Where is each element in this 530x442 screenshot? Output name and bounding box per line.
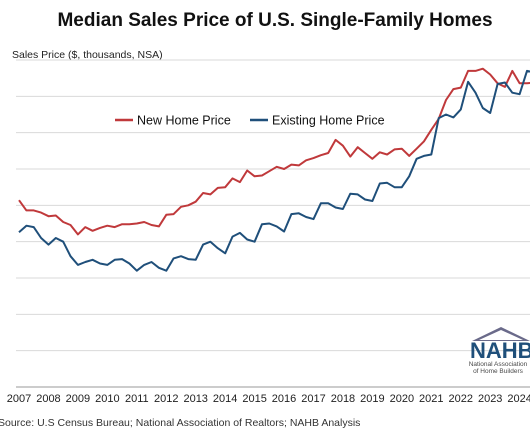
x-tick-label: 2011: [125, 393, 149, 405]
x-tick-label: 2008: [36, 393, 60, 405]
x-tick-label: 2009: [66, 393, 90, 405]
legend-label: Existing Home Price: [272, 114, 385, 128]
logo-abbr: NAHB: [470, 338, 530, 363]
x-tick-label: 2023: [478, 393, 502, 405]
x-tick-label: 2019: [360, 393, 384, 405]
x-tick-label: 2022: [449, 393, 473, 405]
x-tick-label: 2017: [301, 393, 325, 405]
x-tick-label: 2013: [183, 393, 207, 405]
x-tick-label: 2018: [331, 393, 355, 405]
legend: New Home Price Existing Home Price: [115, 114, 385, 128]
series-lines: [18, 67, 530, 272]
x-tick-label: 2014: [213, 393, 237, 405]
logo-roof-inner-icon: [479, 330, 523, 340]
x-tick-label: 2010: [95, 393, 119, 405]
logo-line-2: of Home Builders: [473, 368, 524, 375]
x-tick-label: 2012: [154, 393, 178, 405]
gridlines: [16, 59, 530, 388]
series-line-new-home-price: [18, 67, 530, 236]
x-tick-label: 2021: [419, 393, 443, 405]
y-axis-label: Sales Price ($, thousands, NSA): [12, 49, 163, 61]
x-tick-label: 2015: [242, 393, 266, 405]
x-tick-label: 2024: [507, 393, 530, 405]
x-axis-ticks: 2007 2008 2009 2010 2011 2012 2013 2014 2015 2016…: [7, 393, 530, 405]
series-line-existing-home-price: [18, 69, 530, 272]
nahb-logo: NAHB National Association of Home Builde…: [469, 327, 530, 375]
chart-title: Median Sales Price of U.S. Single-Family…: [57, 10, 493, 31]
x-tick-label: 2016: [272, 393, 296, 405]
legend-label: New Home Price: [137, 114, 231, 128]
x-tick-label: 2007: [7, 393, 31, 405]
x-tick-label: 2020: [390, 393, 414, 405]
logo-line-1: National Association: [469, 361, 528, 368]
source-note: Source: U.S Census Bureau; National Asso…: [0, 417, 361, 429]
